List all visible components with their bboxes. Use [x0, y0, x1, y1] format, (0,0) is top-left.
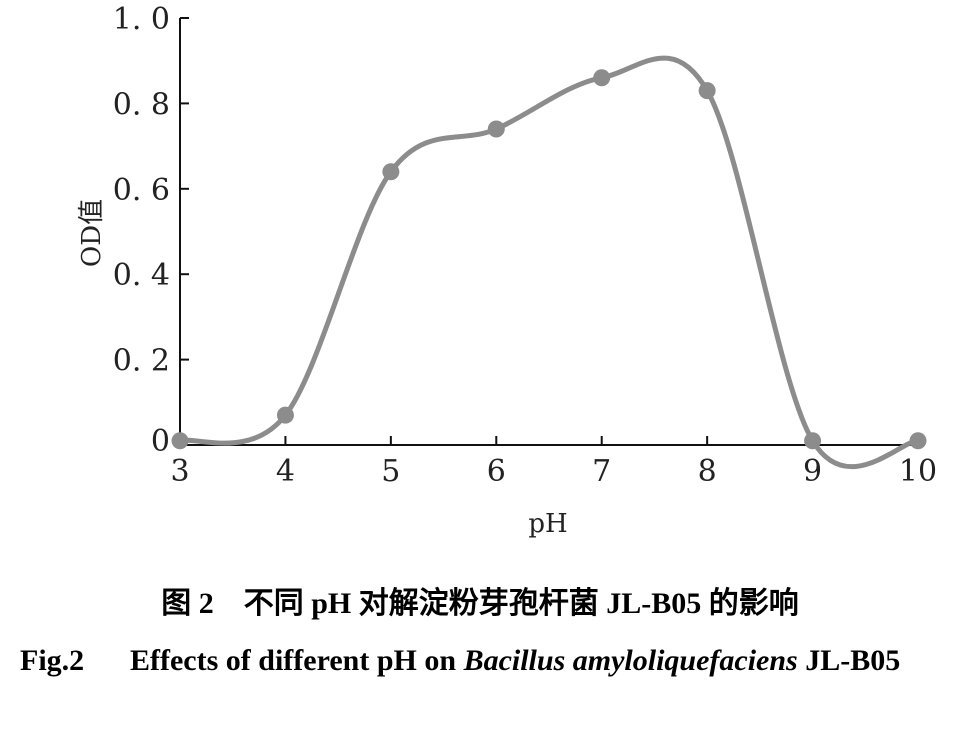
x-tick-label: 9 [803, 454, 822, 489]
x-tick-label: 10 [899, 454, 937, 489]
y-tick-label: 0. 2 [113, 344, 170, 379]
data-point [909, 432, 927, 450]
y-tick-label: 1. 0 [113, 2, 170, 37]
caption-text: Effects of different pH on [130, 644, 457, 677]
od-vs-ph-chart: 3 4 5 6 7 8 9 10 0 0. 2 0. 4 0. 6 0. 8 1. 0 pH OD值 [77, 2, 937, 539]
x-axis-title: pH [528, 509, 567, 539]
x-tick-label: 6 [487, 454, 506, 489]
strain-name: JL-B05 [805, 644, 901, 677]
y-tick-label: 0. 6 [113, 173, 170, 208]
figure-caption-chinese: 图 2 不同 pH 对解淀粉芽孢杆菌 JL-B05 的影响 [161, 587, 799, 620]
data-point [698, 82, 716, 100]
x-tick-label: 3 [170, 454, 189, 489]
y-tick-label: 0 [151, 424, 170, 459]
y-axis-ticks: 0 0. 2 0. 4 0. 6 0. 8 1. 0 [113, 2, 189, 459]
data-point [804, 432, 822, 450]
x-tick-label: 4 [276, 454, 295, 489]
figure-label: Fig.2 [20, 644, 85, 677]
figure-caption-english: Fig.2 Effects of different pH on Bacillus… [20, 633, 950, 689]
series-line [177, 55, 921, 470]
y-axis-title: OD值 [77, 199, 107, 267]
species-name: Bacillus amyloliquefaciens [463, 644, 798, 677]
data-point [276, 406, 294, 424]
data-point [593, 69, 611, 87]
x-tick-label: 5 [381, 454, 400, 489]
data-point [171, 432, 189, 450]
series-layer [171, 55, 927, 470]
x-axis-ticks: 3 4 5 6 7 8 9 10 [170, 436, 937, 489]
x-tick-label: 7 [592, 454, 611, 489]
x-tick-label: 8 [698, 454, 717, 489]
y-tick-label: 0. 8 [113, 87, 170, 122]
data-point [487, 120, 505, 138]
data-point [382, 163, 400, 181]
axes [179, 18, 918, 446]
y-tick-label: 0. 4 [113, 258, 170, 293]
